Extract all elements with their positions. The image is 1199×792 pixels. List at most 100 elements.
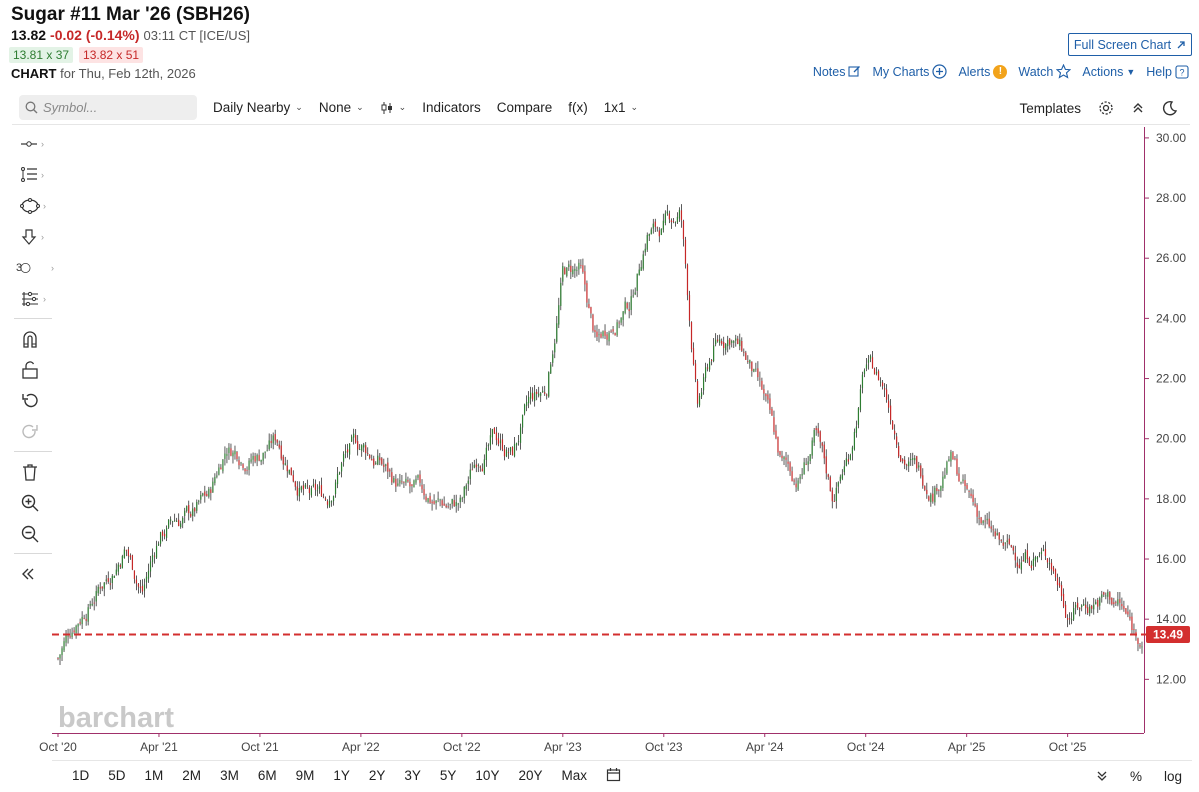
fib-tool[interactable]: ›	[12, 159, 54, 190]
candle-body	[839, 476, 841, 482]
range-3m[interactable]: 3M	[220, 768, 239, 783]
period-dropdown[interactable]: Daily Nearby ⌄	[213, 100, 303, 115]
candle-body	[1058, 582, 1061, 587]
line-tool[interactable]: ›	[12, 128, 54, 159]
candle-body	[351, 436, 353, 442]
candle-body	[757, 368, 759, 378]
expand-arrow-icon	[1177, 40, 1185, 48]
date-picker-button[interactable]	[606, 767, 621, 785]
candle-body	[1075, 604, 1077, 608]
tools-divider	[14, 318, 52, 319]
candle-body	[1095, 601, 1097, 605]
collapse-up-icon[interactable]	[1131, 101, 1145, 115]
y-tick-label: 12.00	[1156, 672, 1186, 686]
candle-body	[725, 344, 727, 351]
double-chevron-down-icon[interactable]	[1096, 770, 1108, 782]
log-toggle[interactable]: log	[1163, 768, 1182, 784]
range-6m[interactable]: 6M	[257, 768, 277, 783]
range-10y[interactable]: 10Y	[475, 768, 500, 783]
my-charts-link[interactable]: My Charts	[872, 64, 948, 79]
lock-tool[interactable]	[12, 354, 54, 385]
range-5d[interactable]: 5D	[108, 768, 126, 783]
candle-body	[676, 216, 679, 223]
candle-body	[469, 469, 471, 479]
watch-link[interactable]: Watch	[1018, 64, 1072, 79]
candle-body	[534, 392, 536, 401]
candle-body	[439, 499, 441, 501]
study-dropdown[interactable]: None ⌄	[319, 100, 364, 115]
range-5y[interactable]: 5Y	[439, 768, 457, 783]
indicators-button[interactable]: Indicators	[422, 100, 481, 115]
candle-body	[198, 500, 200, 502]
gear-icon[interactable]	[1098, 100, 1114, 116]
candle-body	[636, 273, 638, 291]
shape-tool[interactable]: ›	[12, 190, 54, 221]
range-1m[interactable]: 1M	[144, 768, 164, 783]
compare-button[interactable]: Compare	[496, 100, 553, 115]
candle-body	[857, 408, 860, 425]
candle-body	[397, 483, 399, 486]
quote-time: 03:11 CT [ICE/US]	[143, 28, 250, 43]
help-label: Help	[1146, 64, 1172, 79]
chart-type-dropdown[interactable]: ⌄	[380, 101, 406, 115]
candle-body	[182, 517, 184, 524]
symbol-input[interactable]	[43, 100, 183, 115]
undo-button[interactable]	[12, 385, 54, 416]
function-button[interactable]: f(x)	[568, 100, 588, 115]
redo-button[interactable]	[12, 416, 54, 447]
candle-body	[1113, 602, 1115, 605]
candle-body	[849, 454, 851, 460]
candle-body	[835, 487, 837, 502]
range-3y[interactable]: 3Y	[404, 768, 421, 783]
layout-dropdown[interactable]: 1x1 ⌄	[604, 100, 638, 115]
candle-body	[801, 473, 803, 476]
measure-tool[interactable]: ›	[12, 283, 54, 314]
moon-icon[interactable]	[1162, 100, 1178, 116]
candle-body	[1030, 565, 1032, 569]
candle-body	[771, 408, 773, 416]
candle-body	[131, 555, 134, 570]
collapse-tools-button[interactable]	[12, 558, 54, 589]
notes-link[interactable]: Notes	[813, 64, 862, 79]
y-tick-label: 20.00	[1156, 432, 1186, 446]
range-2m[interactable]: 2M	[182, 768, 202, 783]
candle-body	[994, 531, 996, 537]
full-screen-chart-button[interactable]: Full Screen Chart	[1068, 33, 1192, 56]
candle-body	[1000, 540, 1002, 541]
candle-body	[542, 390, 544, 393]
percent-toggle[interactable]: %	[1129, 768, 1142, 784]
candle-body	[330, 501, 333, 503]
range-20y[interactable]: 20Y	[518, 768, 543, 783]
y-tick-label: 26.00	[1156, 251, 1186, 265]
zoom-in-button[interactable]	[12, 487, 54, 518]
candle-body	[264, 451, 266, 453]
help-link[interactable]: Help ?	[1146, 64, 1189, 79]
candle-body	[1087, 607, 1089, 614]
candle-body	[381, 458, 383, 465]
candle-body	[972, 494, 974, 502]
range-1y[interactable]: 1Y	[333, 768, 350, 783]
zoom-out-button[interactable]	[12, 518, 54, 549]
count-tool[interactable]: 3 ›	[12, 252, 54, 283]
delete-button[interactable]	[12, 456, 54, 487]
candle-body	[320, 485, 323, 497]
range-1d[interactable]: 1D	[72, 768, 90, 783]
range-9m[interactable]: 9M	[295, 768, 315, 783]
actions-menu[interactable]: Actions ▼	[1082, 64, 1135, 79]
magnet-tool[interactable]	[12, 323, 54, 354]
candle-body	[606, 334, 608, 340]
candle-body	[890, 405, 892, 421]
symbol-search[interactable]	[19, 95, 197, 120]
candle-body	[332, 496, 335, 502]
candle-body	[409, 481, 411, 487]
tools-divider	[14, 553, 52, 554]
candle-body	[1109, 592, 1111, 600]
candle-body	[964, 480, 966, 487]
arrow-tool[interactable]: ›	[12, 221, 54, 252]
range-2y[interactable]: 2Y	[368, 768, 386, 783]
alerts-link[interactable]: Alerts !	[958, 64, 1008, 79]
templates-button[interactable]: Templates	[1019, 100, 1081, 116]
range-max[interactable]: Max	[561, 768, 587, 783]
candle-body	[387, 462, 389, 472]
